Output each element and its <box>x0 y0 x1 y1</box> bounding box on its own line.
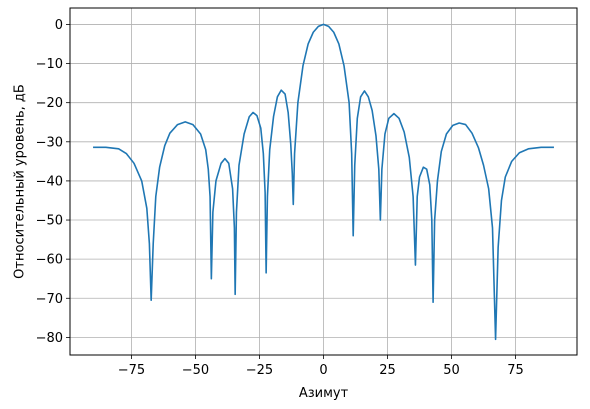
y-tick-label: 0 <box>55 18 63 33</box>
x-tick-label: −75 <box>118 363 145 378</box>
y-tick-label: −20 <box>36 96 63 111</box>
series-line <box>93 23 554 341</box>
y-tick-label: −40 <box>36 174 63 189</box>
y-tick-label: −30 <box>36 135 63 150</box>
y-axis-ticks: 0 −10 −20 −30 −40 −50 −60 −70 −80 <box>36 18 70 346</box>
x-tick-label: −25 <box>246 363 273 378</box>
x-axis-label: Азимут <box>299 386 349 401</box>
y-tick-label: −80 <box>36 331 63 346</box>
y-axis-label: Относительный уровень, дБ <box>13 84 28 279</box>
x-tick-label: 75 <box>507 363 524 378</box>
x-axis-ticks: −75 −50 −25 0 25 50 75 <box>118 355 524 378</box>
y-tick-label: −60 <box>36 253 63 268</box>
x-tick-label: 0 <box>319 363 327 378</box>
series-layer <box>93 23 554 341</box>
x-tick-label: −50 <box>182 363 209 378</box>
x-tick-label: 50 <box>443 363 460 378</box>
grid-lines <box>70 8 577 355</box>
y-tick-label: −50 <box>36 214 63 229</box>
x-tick-label: 25 <box>379 363 396 378</box>
y-tick-label: −10 <box>36 57 63 72</box>
y-tick-label: −70 <box>36 292 63 307</box>
